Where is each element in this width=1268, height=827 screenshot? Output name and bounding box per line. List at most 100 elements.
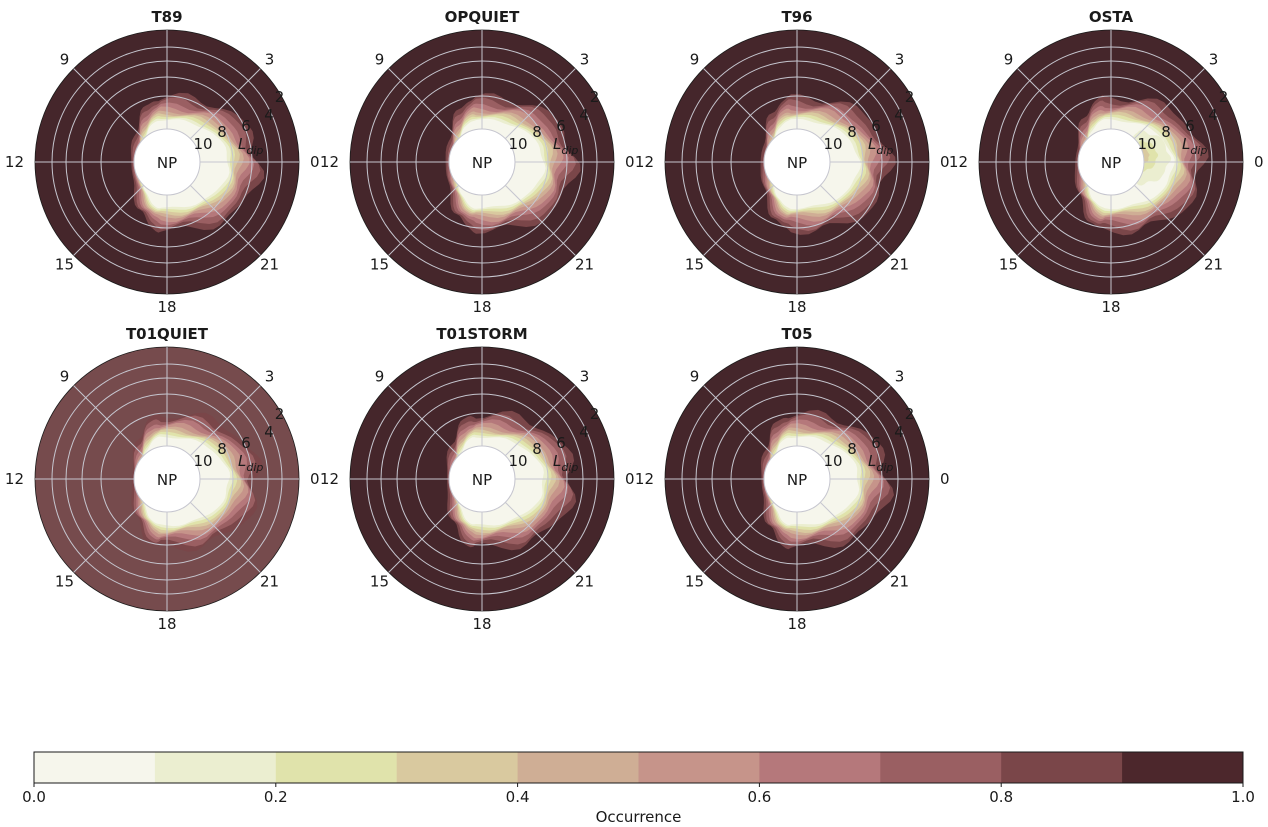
angular-grid-line: [388, 385, 460, 457]
colorbar-frame: [33, 751, 1244, 784]
radial-tick-label: 10: [508, 452, 527, 470]
mlt-label: 18: [472, 615, 491, 633]
mlt-label: 0: [625, 153, 635, 171]
radial-axis-subscript: dip: [246, 461, 263, 474]
colorbar-bin: [1001, 752, 1123, 783]
radial-tick-label: 8: [217, 123, 227, 141]
angular-grid-line: [388, 68, 460, 140]
radial-tick-label: 8: [532, 123, 542, 141]
mlt-label: 21: [575, 573, 594, 591]
angular-grid-line: [504, 501, 576, 573]
radial-axis-subscript: dip: [876, 461, 893, 474]
mlt-label: 0: [940, 153, 950, 171]
colorbar-bin: [34, 752, 156, 783]
angular-grid-line: [73, 501, 145, 573]
radial-tick-label: 8: [532, 440, 542, 458]
panel-title: T05: [781, 325, 812, 343]
center-label: NP: [157, 471, 177, 489]
pole-hole: [133, 445, 201, 513]
radial-tick-label: 10: [193, 135, 212, 153]
mlt-label: 0: [625, 470, 635, 488]
angular-grid-line: [703, 68, 775, 140]
colorbar-tick-label: 0.2: [264, 788, 288, 806]
mlt-label: 9: [375, 50, 385, 68]
angular-grid-line: [504, 385, 576, 457]
radial-tick-label: 4: [579, 423, 589, 441]
mlt-label: 18: [787, 298, 806, 316]
panel-title: T89: [151, 8, 182, 26]
mlt-label: 12: [635, 153, 654, 171]
mlt-label: 21: [260, 256, 279, 274]
angular-grid-line: [1017, 68, 1089, 140]
angular-grid-line: [1133, 184, 1205, 256]
radial-axis-subscript: dip: [876, 144, 893, 157]
mlt-label: 15: [55, 256, 74, 274]
angular-grid-line: [189, 184, 261, 256]
mlt-label: 15: [370, 573, 389, 591]
mlt-label: 9: [375, 367, 385, 385]
mlt-label: 15: [55, 573, 74, 591]
angular-grid-line: [189, 501, 261, 573]
mlt-label: 0: [310, 153, 320, 171]
radial-tick-label: 4: [894, 423, 904, 441]
mlt-label: 9: [690, 367, 700, 385]
radial-tick-label: 8: [847, 440, 857, 458]
mlt-label: 12: [5, 153, 24, 171]
pole-hole: [448, 128, 516, 196]
colorbar-tick-label: 0.0: [22, 788, 46, 806]
radial-tick-label: 10: [508, 135, 527, 153]
mlt-label: 21: [890, 256, 909, 274]
mlt-label: 18: [1101, 298, 1120, 316]
center-label: NP: [1101, 154, 1121, 172]
angular-grid-line: [73, 68, 145, 140]
mlt-label: 12: [320, 153, 339, 171]
radial-tick-label: 6: [871, 117, 881, 135]
mlt-label: 15: [685, 573, 704, 591]
mlt-label: 12: [5, 470, 24, 488]
colorbar-bin: [275, 752, 398, 783]
colorbar-tick-label: 0.4: [506, 788, 530, 806]
colorbar-bin: [517, 752, 639, 783]
angular-grid-line: [388, 184, 460, 256]
pole-hole: [763, 445, 831, 513]
mlt-label: 3: [265, 367, 275, 385]
radial-axis-subscript: dip: [1190, 144, 1207, 157]
radial-tick-label: 4: [579, 106, 589, 124]
radial-tick-label: 6: [1185, 117, 1195, 135]
mlt-label: 3: [580, 50, 590, 68]
mlt-label: 3: [580, 367, 590, 385]
panel-title: T01STORM: [436, 325, 527, 343]
mlt-label: 0: [940, 470, 950, 488]
mlt-label: 9: [690, 50, 700, 68]
angular-grid-line: [703, 184, 775, 256]
radial-tick-label: 10: [193, 452, 212, 470]
mlt-label: 21: [890, 573, 909, 591]
mlt-label: 9: [1004, 50, 1014, 68]
colorbar-bin: [759, 752, 881, 783]
radial-tick-label: 10: [823, 452, 842, 470]
colorbar-bin: [154, 752, 277, 783]
angular-grid-line: [1133, 68, 1205, 140]
angular-grid-line: [819, 501, 891, 573]
pole-hole: [448, 445, 516, 513]
mlt-label: 18: [787, 615, 806, 633]
radial-tick-label: 8: [217, 440, 227, 458]
mlt-label: 2: [905, 405, 915, 423]
angular-grid-line: [189, 68, 261, 140]
mlt-label: 2: [1219, 88, 1229, 106]
colorbar-bin: [396, 752, 519, 783]
mlt-label: 9: [60, 50, 70, 68]
radial-tick-label: 6: [241, 117, 251, 135]
radial-tick-label: 6: [556, 117, 566, 135]
mlt-label: 21: [575, 256, 594, 274]
angular-grid-line: [703, 385, 775, 457]
mlt-label: 12: [320, 470, 339, 488]
center-label: NP: [472, 154, 492, 172]
